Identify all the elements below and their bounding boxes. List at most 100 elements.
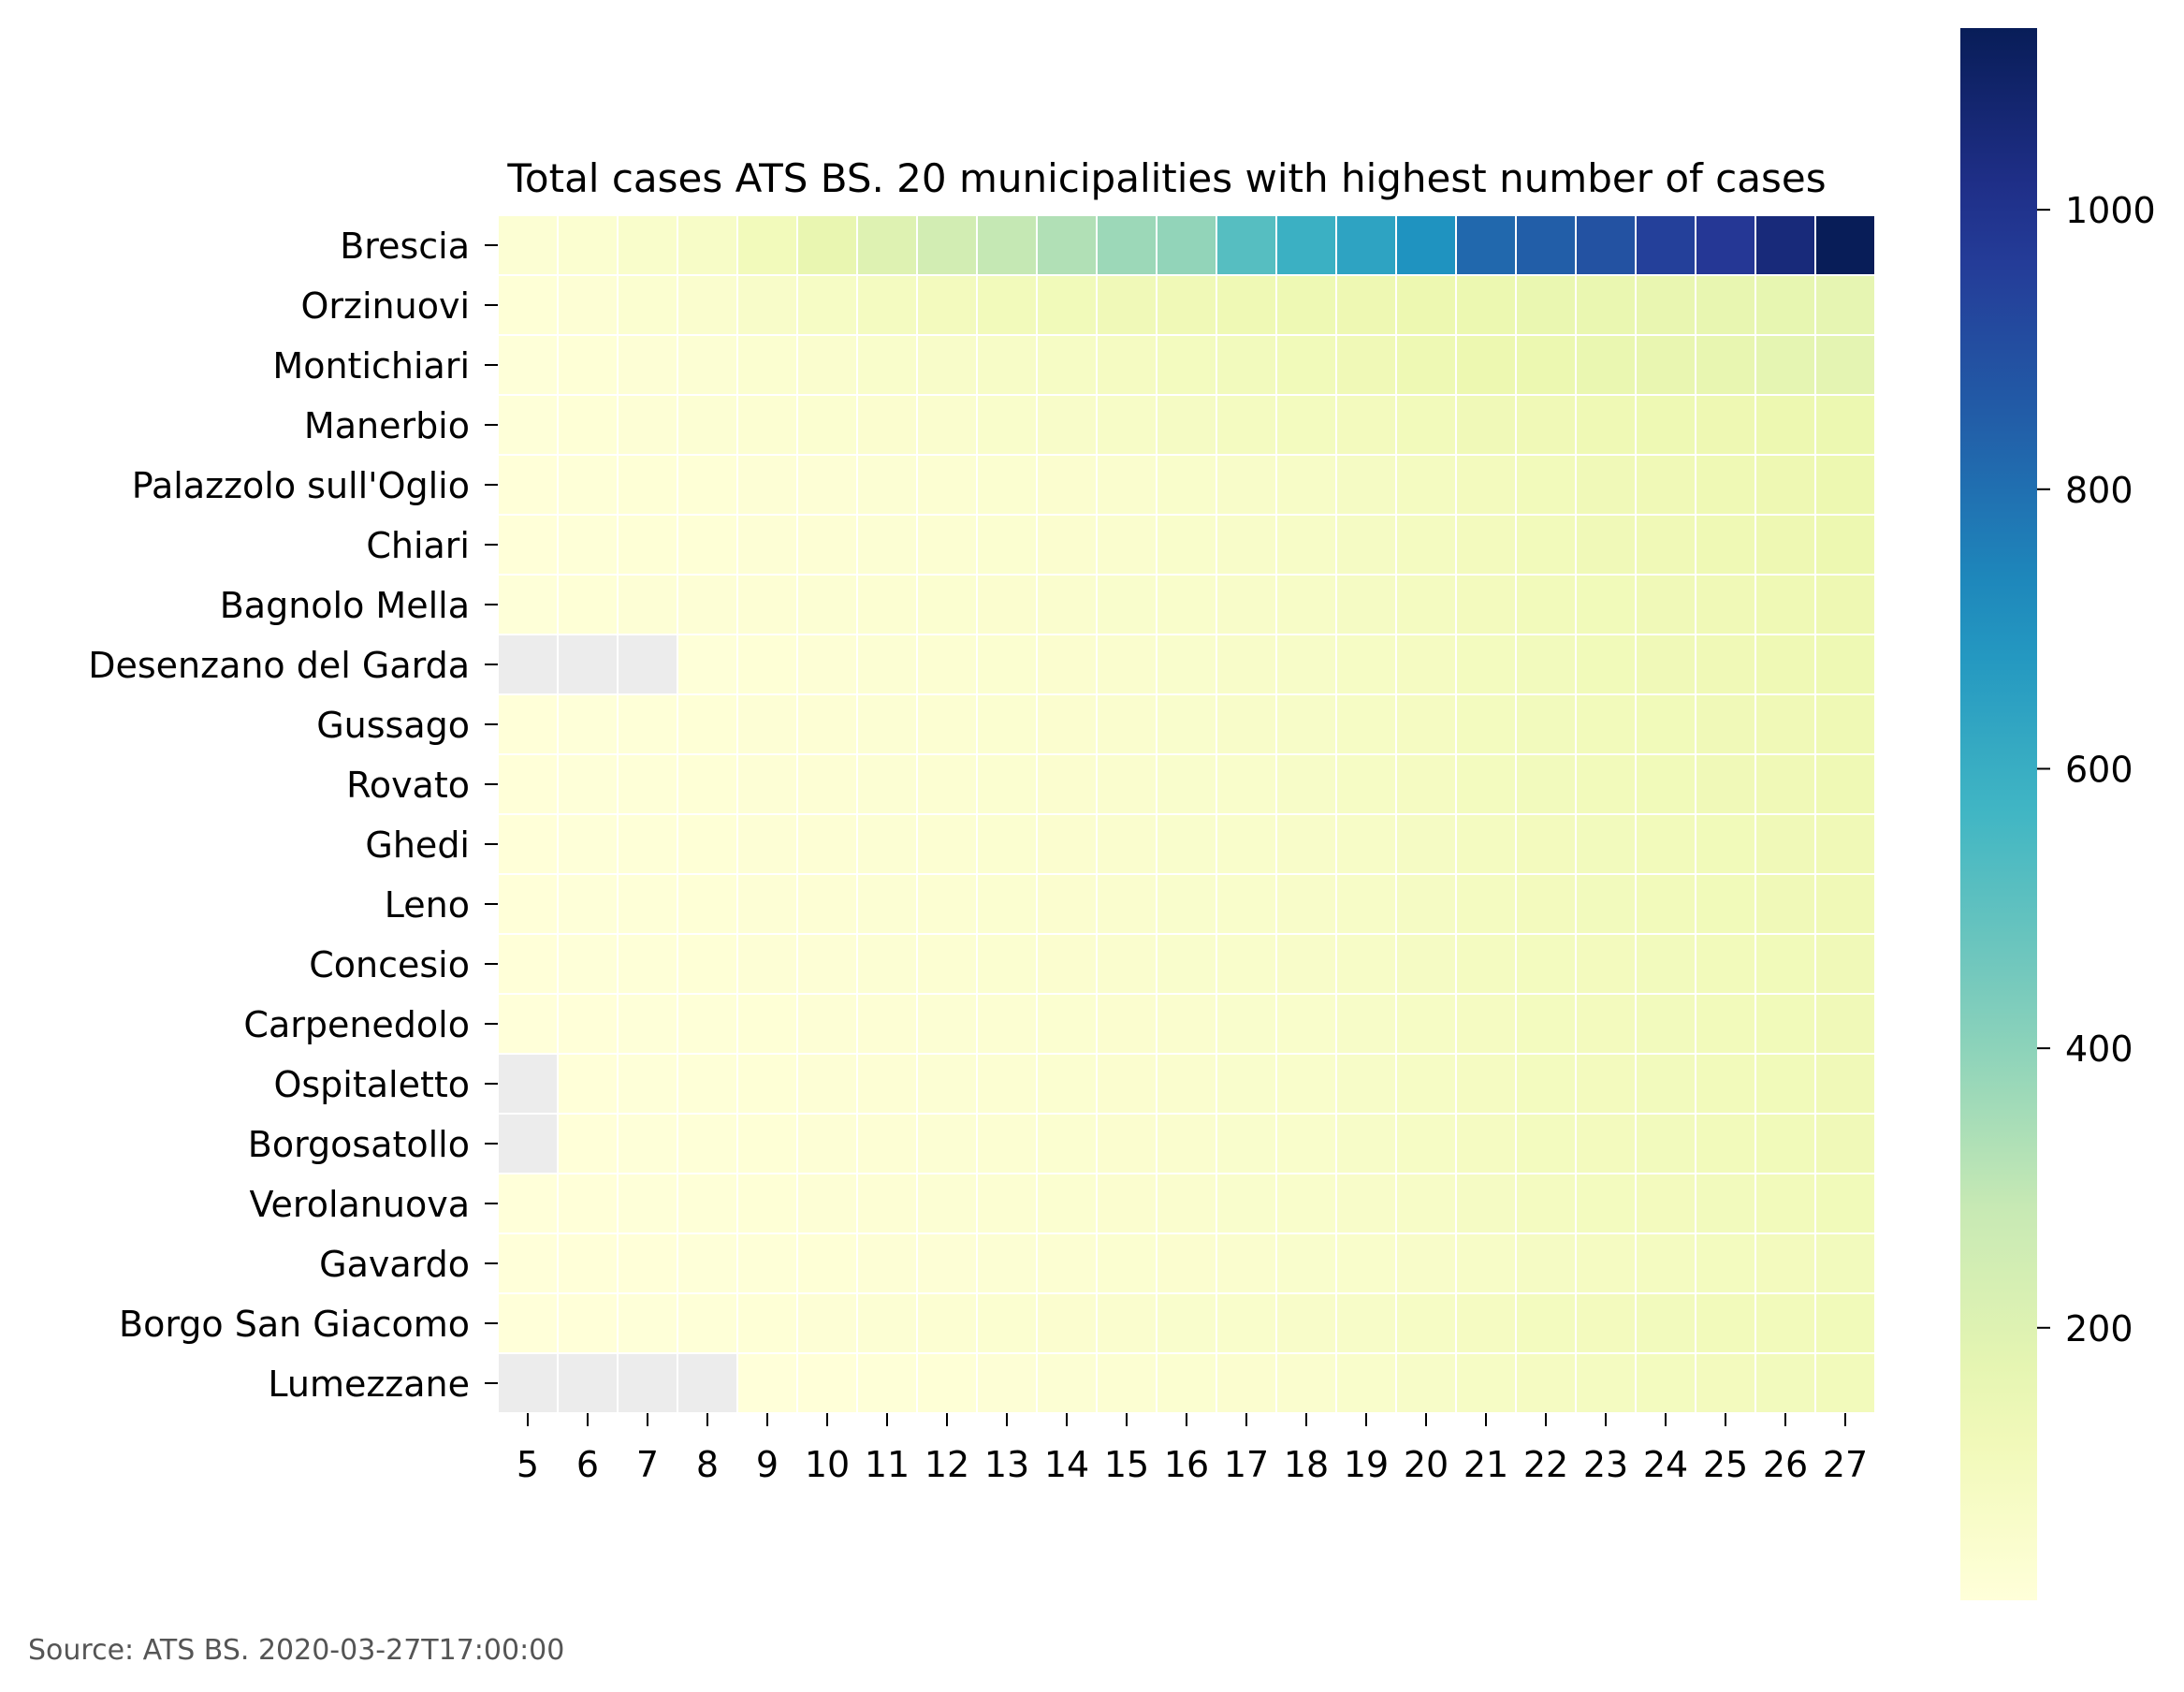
heatmap-cell	[617, 1173, 678, 1234]
heatmap-cell	[617, 214, 678, 276]
heatmap-cell	[677, 813, 738, 875]
heatmap-cell	[796, 334, 858, 396]
heatmap-cell	[1754, 394, 1816, 456]
y-tick-label: Lumezzane	[268, 1364, 470, 1405]
heatmap-cell	[1096, 574, 1158, 635]
heatmap-cell	[1156, 873, 1217, 935]
heatmap-cell	[1216, 933, 1277, 995]
heatmap-cell	[1036, 693, 1098, 755]
heatmap-cell	[1455, 574, 1517, 635]
x-tick-label: 26	[1763, 1444, 1808, 1485]
heatmap-cell	[1635, 214, 1696, 276]
colorbar-tick-label: 1000	[2065, 190, 2156, 231]
heatmap-cell	[1036, 753, 1098, 815]
heatmap-cell	[1754, 1292, 1816, 1354]
heatmap-cell	[1395, 753, 1457, 815]
y-tick-label: Ghedi	[365, 824, 470, 866]
heatmap-cell	[1275, 813, 1337, 875]
heatmap-cell	[916, 394, 978, 456]
heatmap-cell	[1216, 753, 1277, 815]
heatmap-cell	[557, 634, 619, 695]
heatmap-cell	[1275, 753, 1337, 815]
heatmap-cell	[1395, 574, 1457, 635]
heatmap-cell	[796, 394, 858, 456]
heatmap-cell	[856, 813, 918, 875]
heatmap-cell	[916, 274, 978, 336]
heatmap-cell	[557, 1053, 619, 1115]
heatmap-cell	[1216, 1233, 1277, 1294]
heatmap-cell	[1156, 334, 1217, 396]
heatmap-cell	[1695, 753, 1756, 815]
heatmap-cell	[1156, 574, 1217, 635]
heatmap-cell	[557, 334, 619, 396]
heatmap-cell	[1395, 993, 1457, 1055]
heatmap-cell	[1635, 1173, 1696, 1234]
heatmap-cell	[557, 813, 619, 875]
heatmap-cell	[1395, 1053, 1457, 1115]
heatmap-cell	[1335, 933, 1397, 995]
heatmap-cell	[1635, 1233, 1696, 1294]
heatmap-cell	[677, 993, 738, 1055]
heatmap-cell	[1275, 873, 1337, 935]
heatmap-cell	[557, 873, 619, 935]
heatmap-cell	[1754, 1053, 1816, 1115]
heatmap-cell	[1275, 574, 1337, 635]
y-axis: Brescia Orzinuovi Montichiari Manerbio Palaz…	[88, 226, 498, 1405]
heatmap-cell	[1096, 1113, 1158, 1174]
x-tick-label: 22	[1523, 1444, 1568, 1485]
heatmap-cell	[1395, 1352, 1457, 1414]
heatmap-cell	[1156, 1173, 1217, 1234]
heatmap-cell	[1335, 274, 1397, 336]
heatmap-cell	[1754, 1352, 1816, 1414]
heatmap-cell	[976, 394, 1038, 456]
heatmap-cell	[1515, 693, 1577, 755]
heatmap-cell	[677, 274, 738, 336]
heatmap-cell	[796, 514, 858, 576]
heatmap-cell	[736, 1292, 798, 1354]
heatmap-cell	[1515, 574, 1577, 635]
heatmap-cell	[736, 1113, 798, 1174]
heatmap-cell	[916, 1292, 978, 1354]
heatmap-cell	[1814, 1292, 1876, 1354]
heatmap-cell	[1695, 873, 1756, 935]
heatmap-cell	[856, 1233, 918, 1294]
heatmap-cell	[976, 993, 1038, 1055]
heatmap-cell	[856, 394, 918, 456]
heatmap-cell	[736, 334, 798, 396]
heatmap-cell	[677, 1292, 738, 1354]
heatmap-cell	[1754, 873, 1816, 935]
heatmap-cell	[1096, 1352, 1158, 1414]
heatmap-cell	[1455, 274, 1517, 336]
heatmap-cell	[1096, 753, 1158, 815]
heatmap-cell	[736, 514, 798, 576]
heatmap-cell	[976, 693, 1038, 755]
heatmap-cell	[916, 1233, 978, 1294]
heatmap-cell	[677, 1233, 738, 1294]
heatmap-cell	[1036, 1233, 1098, 1294]
heatmap-cell	[1455, 334, 1517, 396]
heatmap-cell	[1754, 1173, 1816, 1234]
heatmap-cell	[1216, 813, 1277, 875]
heatmap-cell	[1096, 873, 1158, 935]
heatmap-cell	[1754, 634, 1816, 695]
heatmap-cell	[1216, 1292, 1277, 1354]
heatmap-cell	[1216, 274, 1277, 336]
heatmap-cell	[856, 993, 918, 1055]
heatmap-cell	[1335, 873, 1397, 935]
heatmap-cell	[1096, 274, 1158, 336]
x-tick-label: 9	[756, 1444, 779, 1485]
heatmap-cell	[1335, 334, 1397, 396]
heatmap-cell	[1096, 514, 1158, 576]
heatmap-cell	[1814, 873, 1876, 935]
heatmap-cell	[617, 514, 678, 576]
heatmap-cell	[1575, 1053, 1637, 1115]
heatmap-cell	[617, 574, 678, 635]
x-tick-label: 6	[576, 1444, 599, 1485]
heatmap-cell	[1814, 813, 1876, 875]
heatmap-cell	[736, 274, 798, 336]
heatmap-cell	[677, 1352, 738, 1414]
heatmap-cell	[1036, 214, 1098, 276]
heatmap-cell	[557, 514, 619, 576]
x-tick-label: 18	[1284, 1444, 1329, 1485]
heatmap-cell	[1275, 334, 1337, 396]
